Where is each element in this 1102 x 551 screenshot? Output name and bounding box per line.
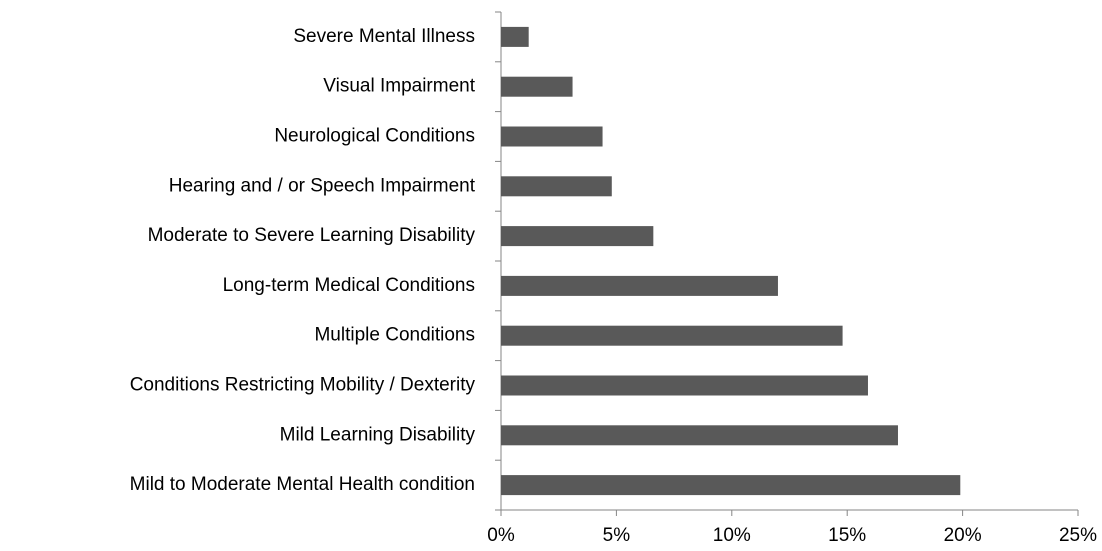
y-tick-label: Neurological Conditions	[274, 126, 475, 147]
bar	[501, 275, 778, 296]
y-tick-label: Conditions Restricting Mobility / Dexter…	[130, 375, 476, 396]
x-tick-label: 20%	[944, 525, 982, 546]
y-tick-label: Multiple Conditions	[314, 325, 475, 346]
bar	[501, 176, 612, 197]
y-tick-label: Moderate to Severe Learning Disability	[148, 225, 476, 246]
bar	[501, 375, 868, 396]
x-tick-label: 15%	[828, 525, 866, 546]
x-tick-label: 5%	[603, 525, 631, 546]
x-tick-label: 25%	[1059, 525, 1097, 546]
bar	[501, 126, 603, 147]
y-tick-label: Visual Impairment	[323, 76, 475, 97]
bar	[501, 76, 573, 97]
bar	[501, 26, 529, 47]
bar	[501, 475, 961, 496]
y-tick-label: Hearing and / or Speech Impairment	[169, 175, 476, 196]
y-tick-label: Mild to Moderate Mental Health condition	[130, 474, 475, 495]
y-tick-label: Severe Mental Illness	[293, 26, 475, 47]
y-tick-label: Mild Learning Disability	[280, 424, 476, 445]
bar	[501, 226, 654, 247]
bar	[501, 425, 898, 446]
y-tick-label: Long-term Medical Conditions	[223, 275, 475, 296]
x-tick-label: 10%	[713, 525, 751, 546]
bar	[501, 325, 843, 346]
x-tick-label: 0%	[487, 525, 515, 546]
